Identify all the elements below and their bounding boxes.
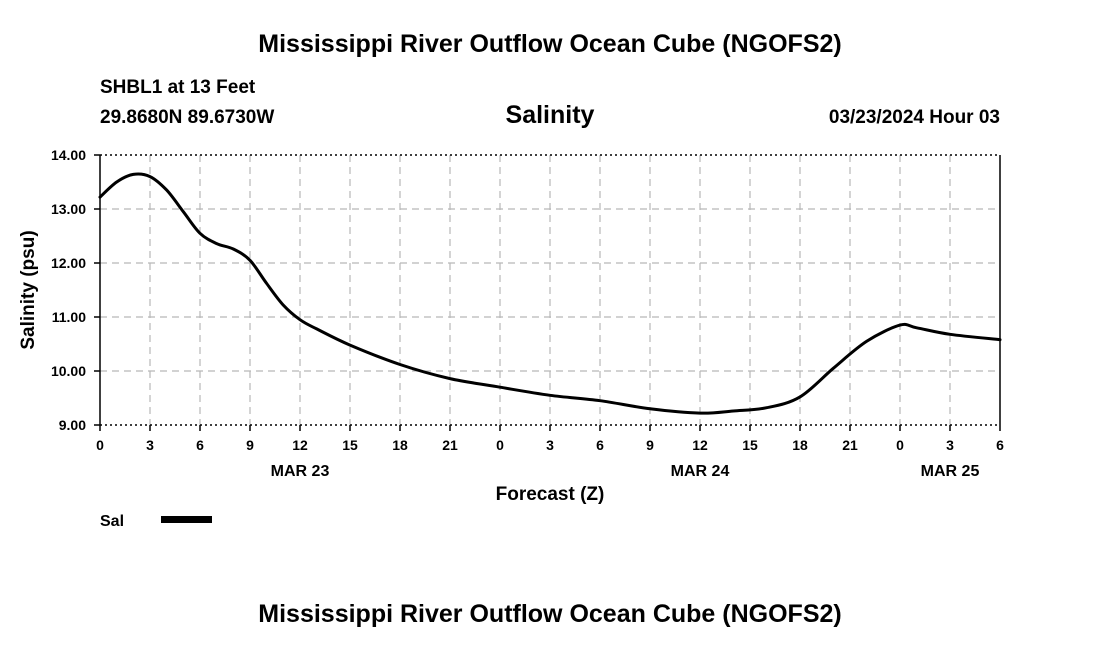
forecast-datetime: 03/23/2024 Hour 03 <box>828 107 1000 128</box>
x-tick-label: 3 <box>546 437 554 453</box>
x-tick-label: 0 <box>896 437 904 453</box>
y-axis-label: Salinity (psu) <box>18 230 39 349</box>
x-tick-label: 6 <box>996 437 1004 453</box>
x-tick-label: 12 <box>692 437 708 453</box>
x-tick-label: 0 <box>96 437 104 453</box>
x-tick-label: 12 <box>292 437 308 453</box>
day-label: MAR 25 <box>921 463 980 480</box>
x-tick-label: 9 <box>646 437 654 453</box>
axis-layer: 9.00 10.00 11.00 12.00 13.00 14.00 0 3 6 9 12 15 18 2… <box>51 147 1004 480</box>
chart-title: Mississippi River Outflow Ocean Cube (NG… <box>258 30 842 58</box>
salinity-series-line <box>98 172 1002 415</box>
x-tick-label: 0 <box>496 437 504 453</box>
x-tick-label: 18 <box>792 437 808 453</box>
footer-title: Mississippi River Outflow Ocean Cube (NG… <box>258 600 842 628</box>
x-tick-label: 21 <box>442 437 458 453</box>
day-label: MAR 23 <box>271 463 330 480</box>
x-tick-label: 3 <box>946 437 954 453</box>
x-tick-label: 6 <box>596 437 604 453</box>
x-tick-label: 15 <box>342 437 358 453</box>
y-tick-label: 14.00 <box>51 147 86 163</box>
day-label: MAR 24 <box>671 463 730 480</box>
x-tick-label: 21 <box>842 437 858 453</box>
x-tick-label: 18 <box>392 437 408 453</box>
legend-swatch <box>161 516 212 523</box>
x-axis-label: Forecast (Z) <box>496 484 605 505</box>
grid-layer <box>100 155 1000 425</box>
y-tick-label: 10.00 <box>51 363 86 379</box>
station-label: SHBL1 at 13 Feet <box>100 77 256 98</box>
y-tick-label: 11.00 <box>52 309 86 325</box>
legend: Sal <box>100 513 212 530</box>
legend-label: Sal <box>100 513 124 530</box>
variable-title: Salinity <box>505 101 595 129</box>
y-tick-label: 13.00 <box>51 201 86 217</box>
x-tick-label: 9 <box>246 437 254 453</box>
x-tick-label: 3 <box>146 437 154 453</box>
station-coordinates: 29.8680N 89.6730W <box>100 107 275 128</box>
x-tick-label: 15 <box>742 437 758 453</box>
x-tick-label: 6 <box>196 437 204 453</box>
y-tick-label: 9.00 <box>59 417 86 433</box>
y-tick-label: 12.00 <box>51 255 86 271</box>
